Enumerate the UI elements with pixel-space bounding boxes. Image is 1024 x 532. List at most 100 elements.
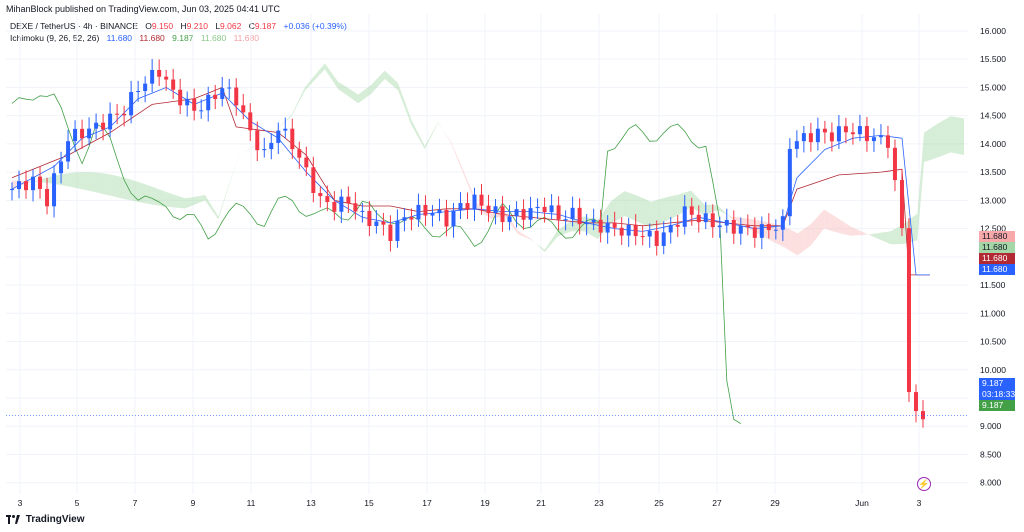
ichimoku-cloud-segment: [185, 197, 192, 209]
ichimoku-cloud-segment: [138, 182, 146, 204]
candle-body: [906, 228, 911, 393]
y-tick-label: 10.000: [980, 365, 1006, 375]
candle-body: [857, 126, 862, 135]
candle-body: [766, 224, 771, 231]
candle-body: [780, 216, 785, 230]
candle-body: [731, 219, 736, 234]
price-badge: 9.187: [979, 400, 1015, 411]
ichimoku-cloud-segment: [890, 227, 898, 245]
ichimoku-cloud-segment: [371, 77, 379, 94]
y-tick-label: 11.500: [980, 280, 1006, 290]
x-tick-label: 23: [594, 498, 604, 508]
ichimoku-cloud-segment: [118, 176, 126, 200]
ichimoku-cloud-segment: [824, 209, 831, 231]
ichimoku-cloud-segment: [65, 172, 72, 188]
ichimoku-cloud-segment: [697, 197, 705, 216]
candle-body: [507, 216, 512, 223]
ichimoku-cloud-segment: [225, 175, 232, 199]
candle-body: [199, 110, 204, 112]
candle-body: [318, 192, 323, 197]
candle-body: [899, 180, 904, 229]
x-tick-label: Jun: [855, 498, 869, 508]
candle-body: [829, 132, 834, 142]
ichimoku-cloud-segment: [158, 189, 166, 207]
symbol-name[interactable]: DEXE / TetherUS · 4h · BINANCE: [10, 21, 138, 31]
price-badge: 11.680: [979, 242, 1015, 253]
ichimoku-cloud-segment: [837, 217, 845, 235]
y-tick-label: 16.000: [980, 26, 1006, 36]
y-tick-label: 14.000: [980, 139, 1006, 149]
candle-body: [94, 122, 99, 129]
candle-body: [353, 203, 358, 212]
ichimoku-cloud-segment: [324, 63, 332, 80]
y-tick-label: 15.000: [980, 82, 1006, 92]
candle-body: [276, 130, 281, 143]
ichimoku-cloud-segment: [258, 139, 265, 144]
x-tick-label: 27: [712, 498, 722, 508]
candle-body: [325, 196, 330, 203]
candle-body: [17, 181, 22, 190]
y-tick-label: 12.500: [980, 224, 1006, 234]
y-tick-label: 15.500: [980, 54, 1006, 64]
ichimoku-cloud-segment: [218, 196, 226, 220]
ichimoku-cloud-segment: [864, 232, 871, 236]
candle-body: [45, 188, 50, 207]
ichimoku-cloud-segment: [531, 238, 538, 246]
candle-body: [717, 225, 722, 228]
tradingview-brand: TradingView: [25, 514, 85, 525]
candle-body: [626, 224, 631, 236]
ichimoku-cloud-segment: [311, 71, 319, 84]
ichimoku-cloud-segment: [378, 70, 385, 87]
x-tick-label: 29: [770, 498, 780, 508]
candle-body: [185, 98, 190, 106]
x-tick-label: 13: [306, 498, 316, 508]
ichimoku-cloud-segment: [717, 205, 725, 214]
ichimoku-cloud-segment: [45, 176, 52, 184]
candle-body: [563, 219, 568, 221]
ichimoku-label[interactable]: Ichimoku (9, 26, 52, 26): [10, 33, 100, 43]
ichimoku-cloud-segment: [418, 132, 425, 150]
candle-body: [500, 206, 505, 223]
ichimoku-cloud-segment: [245, 147, 252, 152]
candle-body: [850, 132, 855, 135]
candle-body: [724, 219, 729, 226]
price-badge: 11.680: [979, 264, 1015, 275]
ichimoku-conversion-value: 11.680: [106, 33, 133, 43]
y-tick-label: 10.500: [980, 337, 1006, 347]
ichimoku-cloud-segment: [12, 180, 19, 190]
candle-body: [101, 122, 106, 130]
ichimoku-cloud-segment: [591, 218, 598, 240]
candle-body: [822, 128, 827, 133]
symbol-row: DEXE / TetherUS · 4h · BINANCE O9.150 H9…: [10, 20, 347, 32]
ichimoku-cloud-segment: [724, 211, 731, 219]
candle-body: [479, 194, 484, 206]
published-banner: MihanBlock published on TradingView.com,…: [0, 0, 1024, 16]
candle-body: [388, 224, 393, 241]
candle-body: [619, 227, 624, 236]
candle-body: [192, 98, 197, 111]
ichimoku-cloud-segment: [98, 172, 106, 195]
candle-body: [178, 89, 183, 106]
candle-body: [668, 224, 673, 233]
ichimoku-cloud-segment: [617, 191, 625, 220]
x-tick-label: 7: [133, 498, 138, 508]
candle-body: [346, 196, 351, 204]
lightning-icon[interactable]: ⚡: [917, 477, 931, 491]
ichimoku-cloud-segment: [797, 228, 805, 256]
price-badge: 9.187: [979, 378, 1015, 389]
candle-body: [339, 196, 344, 212]
candle-body: [661, 232, 666, 246]
candle-body: [486, 205, 491, 214]
candle-body: [787, 148, 792, 217]
change-value: +0.036 (+0.39%): [283, 21, 347, 31]
tradingview-logo[interactable]: TradingView: [6, 514, 85, 525]
x-tick-label: 5: [75, 498, 80, 508]
candle-body: [465, 203, 470, 210]
ichimoku-cloud-segment: [917, 132, 925, 241]
high-value: 9.210: [186, 21, 208, 31]
ichimoku-cloud-segment: [451, 142, 459, 161]
ichimoku-cloud-segment: [517, 230, 525, 238]
candle-body: [556, 205, 561, 220]
ichimoku-span-a-value: 11.680: [200, 33, 227, 43]
